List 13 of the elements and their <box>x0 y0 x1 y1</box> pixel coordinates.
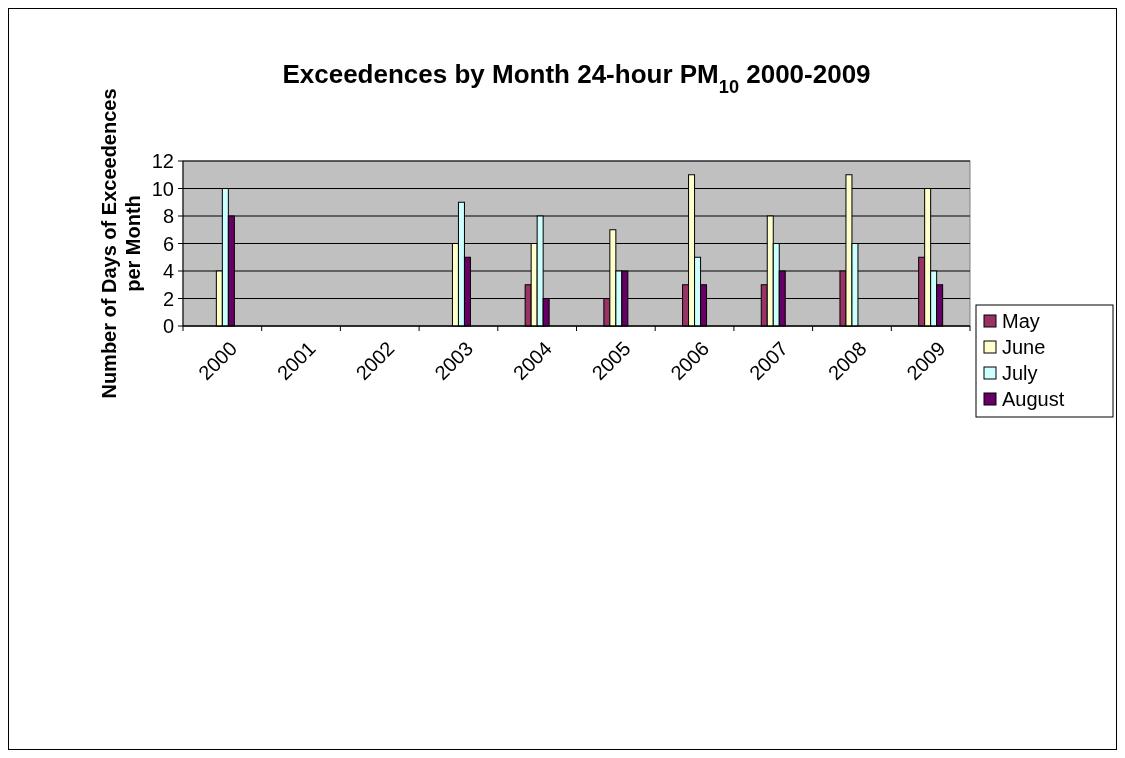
legend-label: May <box>1002 310 1040 332</box>
y-tick-label: 2 <box>162 287 174 310</box>
y-tick-label: 4 <box>162 260 174 282</box>
y-tick-label: 8 <box>162 205 174 227</box>
chart-title: Exceedences by Month 24-hour PM$_{10}$ 2000-2009 <box>282 59 871 97</box>
y-axis-title: Number of Days of Exceedences per Month <box>98 88 144 399</box>
y-tick-label: 12 <box>151 150 174 172</box>
y-tick-label: 10 <box>151 177 174 200</box>
legend-label: August <box>1002 388 1065 410</box>
y-tick-label: 0 <box>162 315 174 337</box>
y-tick-label: 6 <box>162 232 174 255</box>
legend-label: July <box>1002 362 1038 384</box>
legend-label: June <box>1002 336 1046 358</box>
